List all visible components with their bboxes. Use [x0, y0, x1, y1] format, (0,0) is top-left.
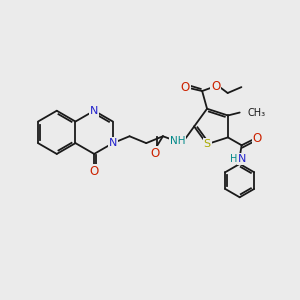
- Text: O: O: [181, 81, 190, 94]
- Text: N: N: [238, 154, 246, 164]
- Text: O: O: [89, 165, 99, 178]
- Text: H: H: [230, 154, 238, 164]
- Text: N: N: [109, 138, 117, 148]
- Text: NH: NH: [170, 136, 185, 146]
- Text: O: O: [150, 147, 160, 161]
- Text: S: S: [203, 139, 211, 149]
- Text: O: O: [211, 80, 220, 93]
- Text: N: N: [90, 106, 98, 116]
- Text: CH₃: CH₃: [248, 107, 266, 118]
- Text: O: O: [253, 132, 262, 145]
